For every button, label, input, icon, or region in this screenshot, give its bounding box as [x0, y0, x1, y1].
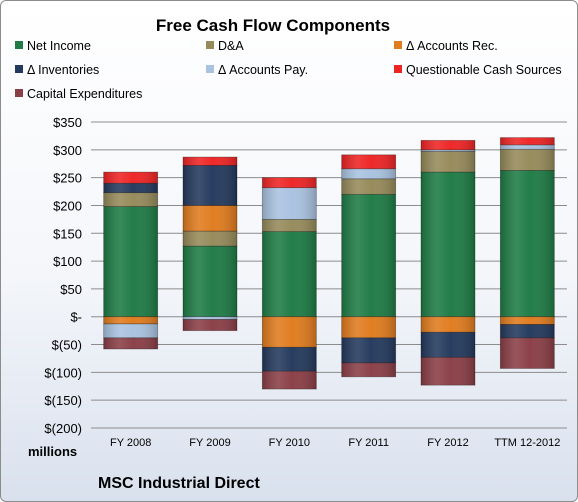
- y-tick-label: $(50): [52, 338, 82, 353]
- legend-swatch-net-income: [15, 41, 23, 49]
- bars: [103, 137, 555, 390]
- bar-fy-2011-questionable-cash-sources: [341, 154, 397, 170]
- bar-fy-2008-accounts-rec: [103, 316, 159, 325]
- bar-fy-2011-inventories: [341, 337, 397, 364]
- bar-fy-2010-accounts-rec: [261, 316, 317, 348]
- bar-fy-2012-capital-expenditures: [420, 356, 476, 386]
- x-tick-label: FY 2012: [427, 437, 468, 449]
- y-tick-label: $350: [53, 115, 82, 130]
- bar-fy-2010-inventories: [261, 346, 317, 372]
- y-tick-label: $250: [53, 171, 82, 186]
- grid: [91, 121, 567, 429]
- x-tick-label: FY 2008: [110, 437, 151, 449]
- bar-fy-2008-capital-expenditures: [103, 337, 159, 350]
- y-tick-label: $100: [53, 254, 82, 269]
- chart-title: Free Cash Flow Components: [156, 16, 390, 35]
- y-tick-label: $200: [53, 198, 82, 213]
- bar-fy-2011-net-income: [341, 193, 397, 318]
- bar-fy-2008-accounts-pay: [103, 323, 159, 339]
- bar-fy-2009-capital-expenditures: [182, 319, 238, 332]
- y-tick-label: $300: [53, 143, 82, 158]
- bar-fy-2009-accounts-pay: [182, 316, 238, 320]
- bar-fy-2010-capital-expenditures: [261, 370, 317, 390]
- y-tick-label: $(200): [44, 421, 82, 436]
- bar-fy-2012-d-a: [420, 151, 476, 173]
- bar-fy-2008-inventories: [103, 182, 159, 194]
- x-tick-label: FY 2009: [189, 437, 230, 449]
- legend-label-d-a: D&A: [218, 39, 244, 53]
- bar-fy-2010-accounts-pay: [261, 187, 317, 220]
- legend-swatch-d-a: [206, 41, 214, 49]
- bar-fy-2011-accounts-pay: [341, 168, 397, 180]
- legend-label-accounts-pay: Δ Accounts Pay.: [218, 63, 308, 77]
- units-label: millions: [28, 444, 77, 459]
- legend-label-inventories: Δ Inventories: [27, 63, 99, 77]
- y-axis: $350 $300 $250 $200 $150 $100 $50 $- $(50) $(100)…: [44, 115, 82, 436]
- bar-fy-2009-accounts-rec: [182, 205, 238, 232]
- bar-fy-2009-d-a: [182, 230, 238, 247]
- bar-fy-2011-accounts-rec: [341, 316, 397, 339]
- legend: Net Income D&A Δ Accounts Rec. Δ Inventorie…: [15, 39, 562, 101]
- bar-ttm-12-2012-accounts-rec: [499, 316, 555, 325]
- bar-fy-2010-questionable-cash-sources: [261, 177, 317, 189]
- y-tick-label: $(100): [44, 365, 82, 380]
- legend-swatch-accounts-pay: [206, 65, 214, 73]
- bar-fy-2008-net-income: [103, 206, 159, 318]
- bar-fy-2011-capital-expenditures: [341, 362, 397, 378]
- bar-fy-2012-questionable-cash-sources: [420, 139, 476, 151]
- legend-label-net-income: Net Income: [27, 39, 91, 53]
- bar-fy-2011-d-a: [341, 178, 397, 195]
- y-tick-label: $-: [70, 310, 82, 325]
- bar-ttm-12-2012-inventories: [499, 324, 555, 339]
- bar-fy-2009-net-income: [182, 245, 238, 318]
- x-tick-label: FY 2011: [348, 437, 389, 449]
- x-tick-label: FY 2010: [269, 437, 310, 449]
- y-tick-label: $150: [53, 226, 82, 241]
- legend-label-questionable-cash-sources: Questionable Cash Sources: [406, 63, 562, 77]
- bar-ttm-12-2012-accounts-pay: [499, 144, 555, 150]
- bar-ttm-12-2012-net-income: [499, 170, 555, 318]
- bar-fy-2010-net-income: [261, 231, 317, 318]
- legend-label-accounts-rec: Δ Accounts Rec.: [406, 39, 498, 53]
- x-axis: FY 2008 FY 2009 FY 2010 FY 2011 FY 2012 TTM 1…: [110, 437, 560, 449]
- company-name: MSC Industrial Direct: [98, 475, 260, 492]
- legend-swatch-inventories: [15, 65, 23, 73]
- bar-fy-2008-d-a: [103, 192, 159, 207]
- bar-ttm-12-2012-capital-expenditures: [499, 337, 555, 369]
- bar-fy-2012-net-income: [420, 171, 476, 318]
- bar-fy-2009-questionable-cash-sources: [182, 156, 238, 166]
- y-tick-label: $(150): [44, 393, 82, 408]
- bar-ttm-12-2012-d-a: [499, 148, 555, 171]
- bar-fy-2009-inventories: [182, 164, 238, 206]
- bar-ttm-12-2012-questionable-cash-sources: [499, 137, 555, 146]
- y-tick-label: $50: [60, 282, 82, 297]
- legend-swatch-capital-expenditures: [15, 89, 23, 97]
- legend-swatch-accounts-rec: [394, 41, 402, 49]
- legend-label-capital-expenditures: Capital Expenditures: [27, 87, 142, 101]
- bar-fy-2012-accounts-rec: [420, 316, 476, 333]
- x-tick-label: TTM 12-2012: [494, 437, 560, 449]
- bar-fy-2008-questionable-cash-sources: [103, 171, 159, 184]
- bar-fy-2010-d-a: [261, 218, 317, 233]
- bar-fy-2012-inventories: [420, 331, 476, 358]
- legend-swatch-questionable-cash-sources: [394, 65, 402, 73]
